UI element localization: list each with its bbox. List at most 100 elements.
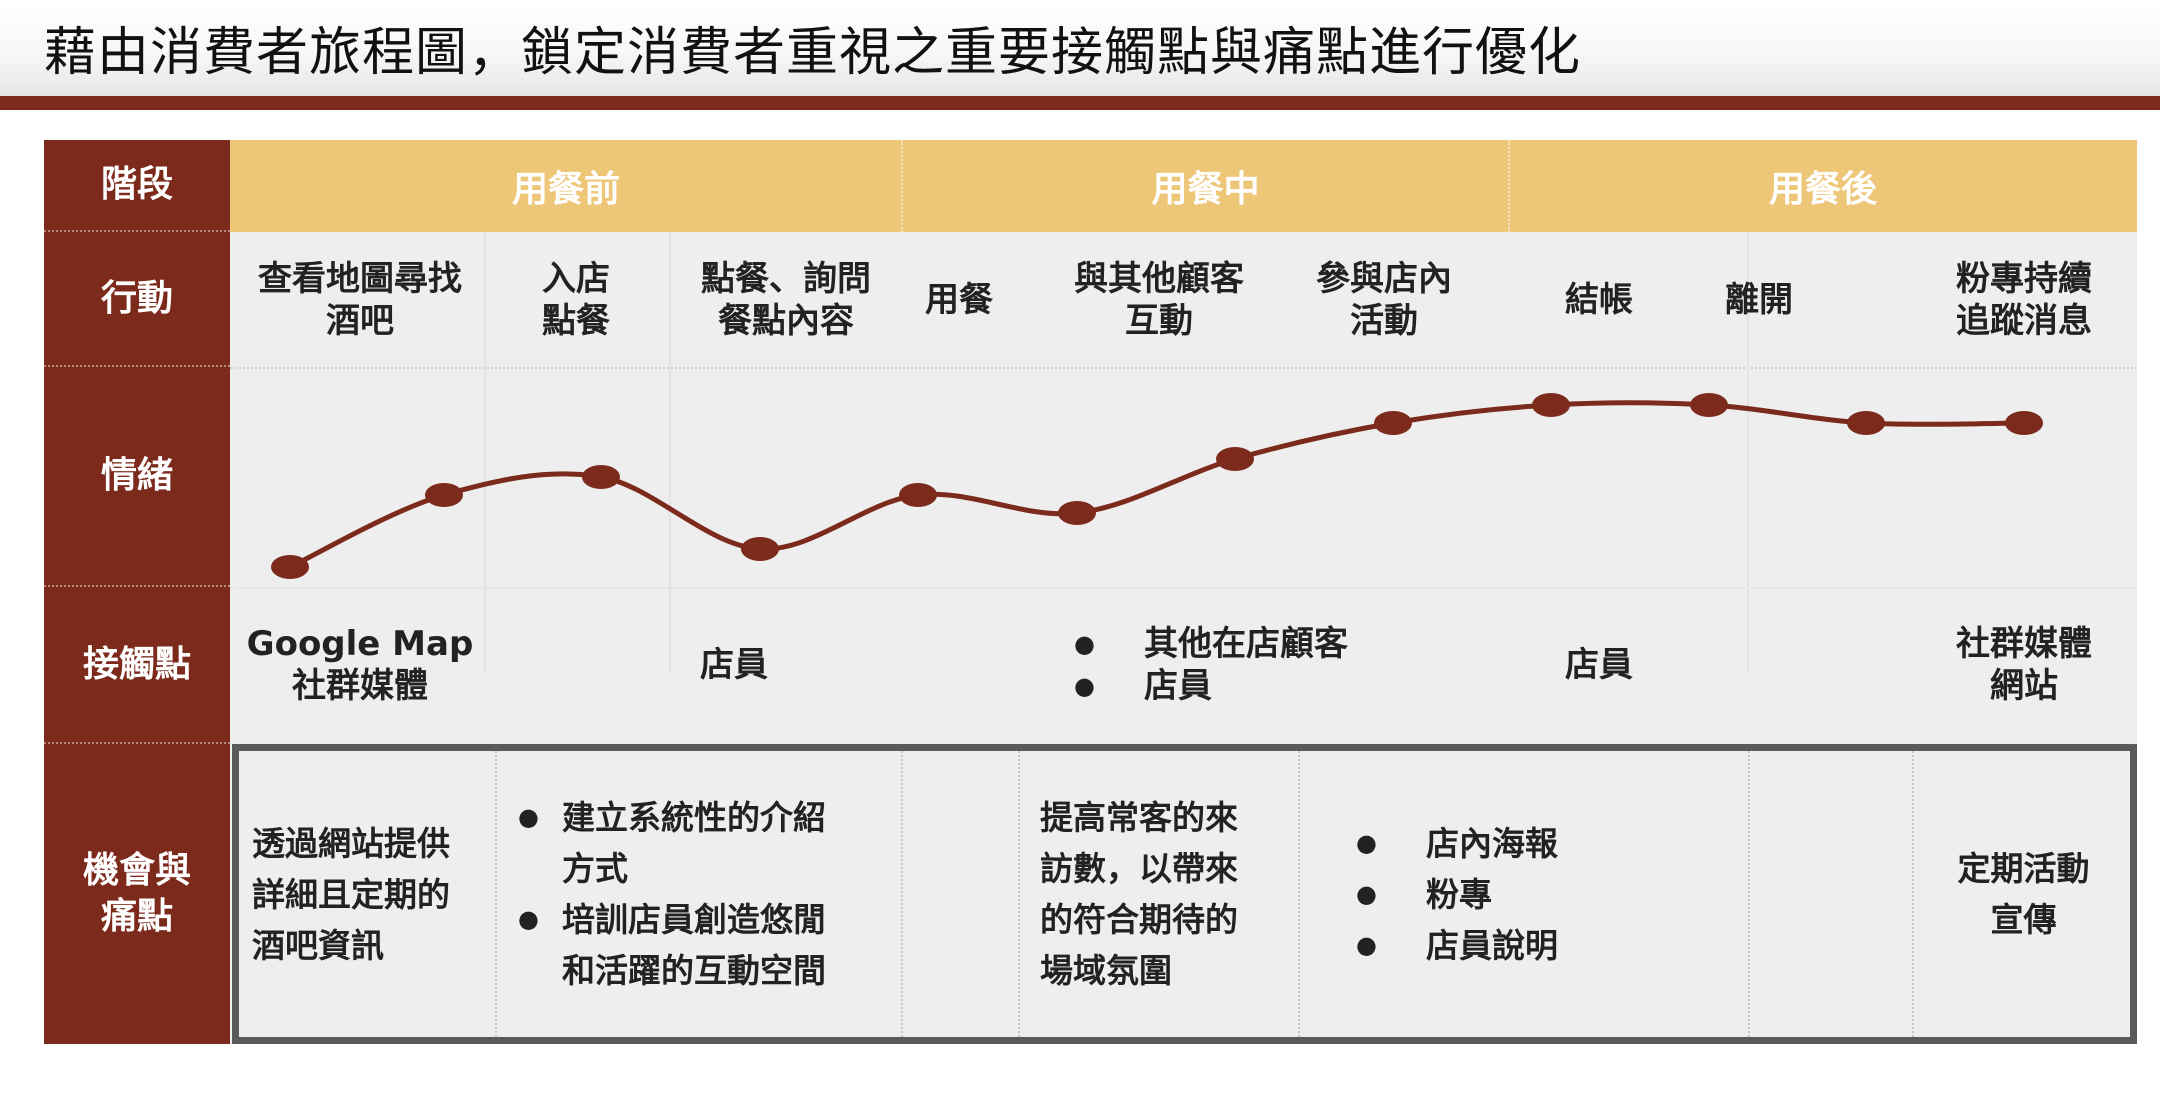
touchpoint-cell: 店員	[624, 587, 844, 742]
stage-before-meal: 用餐前	[511, 169, 620, 210]
emotion-point	[271, 555, 309, 579]
touchpoint-text: 店員	[700, 644, 768, 685]
opportunity-text: 的符合期待的	[1040, 900, 1238, 939]
action-cell: 結帳	[1509, 232, 1689, 367]
journey-map-table: 階段 行動 情緒 接觸點 機會與 痛點 用餐前 用餐中 用餐後 查看地圖尋找 酒…	[44, 140, 2137, 1044]
emotion-point	[2005, 411, 2043, 435]
opportunity-box	[232, 744, 2137, 1044]
opportunity-text: 方式	[562, 849, 628, 888]
row-header-emotion-label: 情緒	[100, 455, 173, 496]
stage-divider	[901, 140, 903, 232]
action-cell: 入店 點餐	[486, 232, 666, 367]
action-text: 用餐	[925, 279, 993, 320]
row-header-touchpoint: 接觸點	[44, 587, 230, 744]
emotion-point	[1847, 411, 1885, 435]
touchpoint-text: 店員	[1565, 644, 1633, 685]
opportunity-list-item: 店內海報	[1356, 818, 1558, 869]
row-header-stage: 階段	[44, 140, 230, 232]
title-rule	[0, 96, 2160, 110]
action-text: 參與店內	[1316, 258, 1452, 299]
row-separator	[230, 587, 2137, 589]
touchpoint-cell: 店員	[1509, 587, 1689, 742]
opportunity-list: 店內海報 粉專 店員說明	[1356, 818, 1558, 971]
stage-after-meal: 用餐後	[1768, 169, 1877, 210]
opportunity-text: 定期活動	[1957, 849, 2090, 888]
column-divider	[484, 232, 486, 672]
opportunity-divider	[1018, 751, 1020, 1037]
touchpoint-text: 社群媒體	[1956, 623, 2092, 664]
action-cell: 參與店內 活動	[1284, 232, 1484, 367]
opportunity-cell: 店內海報 粉專 店員說明	[1356, 751, 1736, 1037]
opportunity-cell: 提高常客的來 訪數，以帶來 的符合期待的 場域氛圍	[1040, 751, 1290, 1037]
opportunity-divider	[901, 751, 903, 1037]
touchpoint-list-item: 其他在店顧客	[1074, 623, 1348, 665]
touchpoint-cell: Google Map 社群媒體	[240, 587, 480, 742]
row-header-emotion: 情緒	[44, 367, 230, 587]
action-text: 餐點內容	[718, 300, 854, 341]
emotion-point	[899, 483, 937, 507]
row-header-stage-label: 階段	[100, 164, 173, 205]
opportunity-text: 宣傳	[1990, 900, 2057, 939]
opportunity-text: 詳細且定期的	[252, 874, 450, 914]
emotion-point	[1058, 501, 1096, 525]
action-cell: 點餐、詢問 餐點內容	[671, 232, 901, 367]
action-cell: 用餐	[904, 232, 1014, 367]
action-text: 點餐、詢問	[701, 258, 871, 299]
action-cell: 離開	[1694, 232, 1824, 367]
action-text: 互動	[1125, 300, 1193, 341]
action-text: 粉專持續	[1956, 258, 2092, 299]
touchpoint-text: 網站	[1990, 665, 2058, 706]
stage-divider	[1508, 140, 1510, 232]
action-text: 查看地圖尋找	[258, 258, 462, 299]
touchpoint-cell: 其他在店顧客 店員	[1074, 587, 1474, 742]
emotion-point	[741, 537, 779, 561]
action-text: 點餐	[542, 300, 610, 341]
column-divider	[669, 232, 671, 672]
stage-bar	[230, 140, 2137, 232]
action-text: 酒吧	[326, 300, 394, 341]
opportunity-text: 酒吧資訊	[252, 925, 384, 965]
row-separator	[230, 367, 2137, 369]
action-text: 結帳	[1565, 279, 1633, 320]
opportunity-divider	[1298, 751, 1300, 1037]
row-header-opportunity-line2: 痛點	[100, 896, 173, 937]
emotion-point	[425, 483, 463, 507]
page-title: 藉由消費者旅程圖，鎖定消費者重視之重要接觸點與痛點進行優化	[44, 23, 1582, 83]
opportunity-divider	[1912, 751, 1914, 1037]
action-text: 與其他顧客	[1074, 258, 1244, 299]
opportunity-list-item: 培訓店員創造悠閒 和活躍的互動空間	[518, 894, 826, 996]
action-text: 入店	[542, 258, 610, 299]
emotion-point	[1690, 393, 1728, 417]
action-text: 追蹤消息	[1956, 300, 2092, 341]
emotion-point	[582, 465, 620, 489]
action-text: 活動	[1350, 300, 1418, 341]
opportunity-cell: 透過網站提供 詳細且定期的 酒吧資訊	[252, 751, 492, 1037]
touchpoint-cell: 社群媒體 網站	[1924, 587, 2124, 742]
emotion-point	[1532, 393, 1570, 417]
opportunity-text: 培訓店員創造悠閒	[562, 900, 826, 939]
row-header-action-label: 行動	[100, 277, 173, 319]
opportunity-list-item: 粉專	[1356, 869, 1558, 920]
column-divider	[1747, 232, 1749, 672]
row-header-opportunity-line1: 機會與	[82, 850, 191, 891]
action-text: 離開	[1725, 279, 1793, 320]
opportunity-list: 建立系統性的介紹 方式 培訓店員創造悠閒 和活躍的互動空間	[518, 792, 826, 996]
opportunity-list-item: 店員說明	[1356, 920, 1558, 971]
opportunity-text: 訪數，以帶來	[1040, 849, 1238, 888]
opportunity-list-item: 建立系統性的介紹 方式	[518, 792, 826, 894]
touchpoint-list: 其他在店顧客 店員	[1074, 623, 1348, 707]
action-cell: 查看地圖尋找 酒吧	[240, 232, 480, 367]
emotion-point	[1216, 447, 1254, 471]
touchpoint-text: Google Map	[246, 623, 474, 664]
action-cell: 與其他顧客 互動	[1054, 232, 1264, 367]
opportunity-text: 和活躍的互動空間	[562, 951, 826, 990]
opportunity-text: 提高常客的來	[1040, 798, 1238, 837]
action-cell: 粉專持續 追蹤消息	[1924, 232, 2124, 367]
title-band	[0, 0, 2160, 96]
opportunity-text: 透過網站提供	[252, 823, 450, 863]
opportunity-cell: 定期活動 宣傳	[1916, 751, 2131, 1037]
emotion-curve-chart	[271, 393, 2043, 579]
row-header-opportunity: 機會與 痛點	[44, 744, 230, 1044]
opportunity-text: 建立系統性的介紹	[562, 798, 826, 837]
row-header-touchpoint-label: 接觸點	[82, 643, 191, 685]
